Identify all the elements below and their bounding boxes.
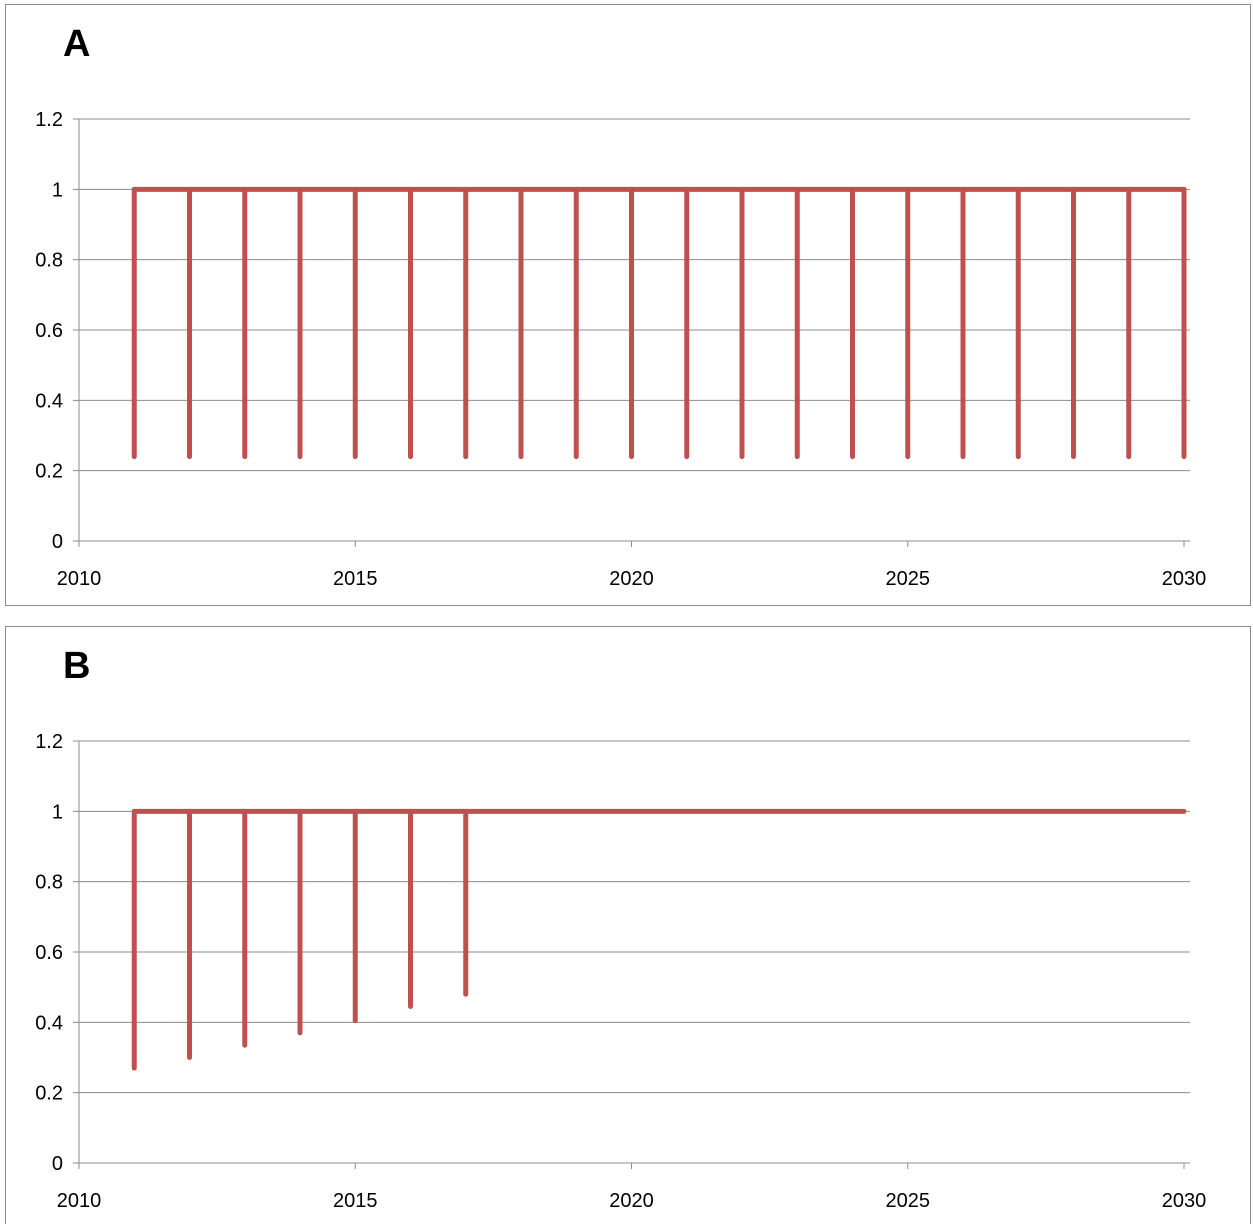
x-tick-label: 2015	[333, 568, 378, 590]
x-tick-label: 2030	[1162, 1190, 1207, 1212]
y-tick-label: 0.2	[35, 1083, 63, 1105]
chart-title: A	[63, 23, 91, 65]
chart-plot-b: 0 0.2 0.4 0.6 0.8 1 1.2 2010 2015 2020 2025 2030	[35, 731, 1207, 1212]
y-tick-label: 0.4	[35, 1012, 63, 1034]
y-tick-label: 0.6	[35, 942, 63, 964]
chart-title: B	[63, 645, 91, 687]
x-tick-label: 2010	[57, 1190, 102, 1212]
y-tick-label: 1.2	[35, 731, 63, 753]
chart-plot-a: 0 0.2 0.4 0.6 0.8 1 1.2 2010 2015 2020 2025 2030	[35, 109, 1207, 590]
x-tick-label: 2020	[609, 568, 654, 590]
chart-panel-b: B 0 0.2 0.4 0.6 0.8 1 1.2 2010 2015 2020 2025 2030	[5, 626, 1251, 1224]
x-tick-label: 2025	[886, 568, 931, 590]
y-tick-label: 0	[52, 1153, 63, 1175]
y-tick-label: 0	[52, 531, 63, 553]
x-tick-label: 2015	[333, 1190, 378, 1212]
chart-panel-a: A 0 0.2 0.4 0.6 0.8 1 1.2 2010 2015 2020 2025 2030	[5, 4, 1251, 606]
y-tick-label: 1.2	[35, 109, 63, 131]
x-tick-label: 2025	[886, 1190, 931, 1212]
x-tick-label: 2020	[609, 1190, 654, 1212]
y-tick-label: 1	[52, 179, 63, 201]
x-tick-label: 2030	[1162, 568, 1207, 590]
x-tick-label: 2010	[57, 568, 102, 590]
y-tick-label: 0.2	[35, 461, 63, 483]
y-tick-label: 0.8	[35, 250, 63, 272]
y-tick-label: 0.6	[35, 320, 63, 342]
y-tick-label: 0.8	[35, 872, 63, 894]
y-tick-label: 0.4	[35, 390, 63, 412]
y-tick-label: 1	[52, 801, 63, 823]
